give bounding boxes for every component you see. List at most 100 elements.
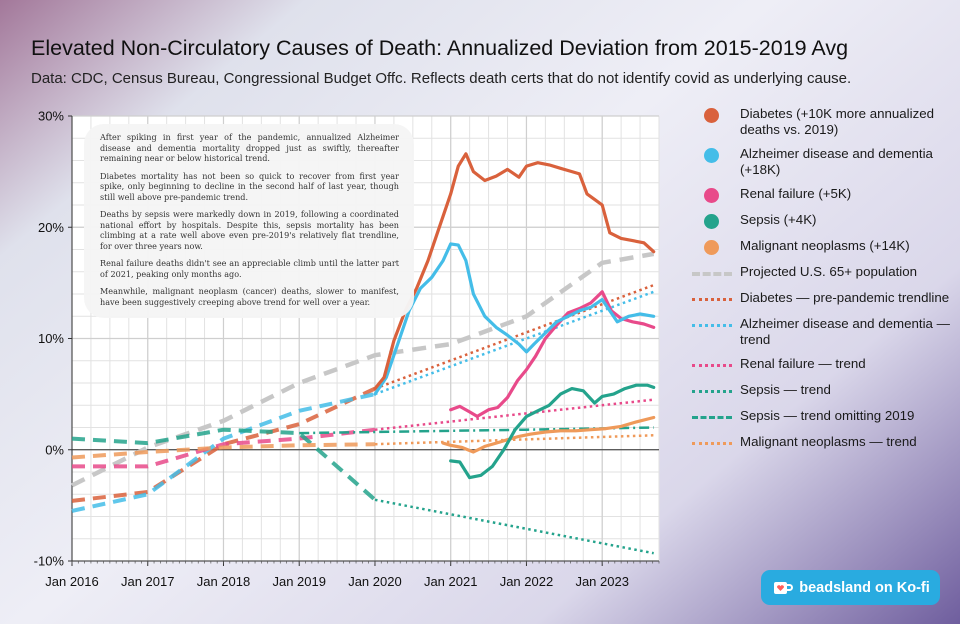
series-historical-line [72,427,376,469]
legend-label: Sepsis — trend omitting 2019 [740,408,915,423]
legend-swatch [684,186,740,204]
legend-marker [704,108,719,123]
series-historical-line [71,442,376,460]
series-5 [70,251,655,488]
series-8 [72,398,654,469]
legend-swatch [684,264,740,282]
x-tick-label: Jan 2019 [272,574,326,589]
legend-marker [692,364,732,367]
series-4 [441,415,656,454]
x-tick-label: Jan 2018 [197,574,251,589]
series-line [441,415,656,454]
legend-label: Sepsis (+4K) [740,212,817,227]
series-11 [71,434,654,460]
x-tick-label: Jan 2021 [424,574,478,589]
annotation-paragraph: Diabetes mortality has not been so quick… [100,170,399,202]
series-historical-line [71,392,376,513]
series-trend-line [374,398,654,431]
legend-label: Renal failure — trend [740,356,866,371]
legend-marker [704,214,719,229]
series-historical-line [71,386,376,503]
legend-label: Projected U.S. 65+ population [740,264,918,279]
y-tick-label: 20% [38,220,64,235]
coffee-cup-heart-icon [774,581,794,594]
chart-title: Elevated Non-Circulatory Causes of Death… [31,36,849,60]
series-2 [449,290,656,418]
legend-swatch [684,356,740,374]
legend-swatch [684,290,740,308]
legend-marker [704,148,719,163]
legend-item: Malignant neoplasms (+14K) [684,238,956,256]
legend-swatch [684,382,740,400]
series-line [449,290,656,418]
series-trend-line [374,434,654,446]
series-line [299,426,654,435]
annotation-paragraph: Deaths by sepsis were markedly down in 2… [100,209,399,251]
y-tick-label: 10% [38,331,64,346]
x-tick-label: Jan 2020 [348,574,402,589]
series-3 [449,383,656,480]
legend-item: Sepsis — trend [684,382,956,400]
series-10 [299,426,654,435]
legend-swatch [684,146,740,164]
legend-item: Sepsis — trend omitting 2019 [684,408,956,426]
series-group [70,152,656,555]
legend-label: Diabetes (+10K more annualized deaths vs… [740,106,935,137]
series-historical-line [71,427,377,502]
legend-marker [692,416,732,419]
legend-item: Diabetes — pre-pandemic trendline [684,290,956,308]
legend-item: Sepsis (+4K) [684,212,956,230]
legend-item: Projected U.S. 65+ population [684,264,956,282]
legend-swatch [684,408,740,426]
legend-swatch [684,106,740,124]
y-tick-label: 30% [38,109,64,124]
series-1 [373,242,656,396]
legend-item: Renal failure — trend [684,356,956,374]
series-line [449,383,656,480]
legend-marker [704,188,719,203]
legend-label: Sepsis — trend [740,382,831,397]
legend-marker [692,390,732,393]
axes: 30% 20% 10% 0% -10% Jan 2016 Jan 2017 Jan 2018 J… [34,109,660,589]
annotation-paragraph: Renal failure deaths didn't see an appre… [100,258,399,279]
legend-label: Alzheimer disease and dementia — trend [740,316,950,347]
legend-label: Diabetes — pre-pandemic trendline [740,290,950,305]
legend-item: Alzheimer disease and dementia (+18K) [684,146,956,178]
series-0 [373,152,656,391]
series-trend-line [374,498,654,555]
legend-item: Alzheimer disease and dementia — trend [684,316,956,348]
legend-swatch [684,238,740,256]
chart-subtitle: Data: CDC, Census Bureau, Congressional … [31,70,852,87]
legend-marker [692,298,732,301]
legend-marker [692,442,732,445]
kofi-label: beadsland on Ko-fi [799,579,930,596]
legend: Diabetes (+10K more annualized deaths vs… [684,106,956,460]
x-tick-label: Jan 2017 [121,574,175,589]
x-tick-label: Jan 2023 [575,574,629,589]
legend-marker [692,324,732,327]
legend-label: Renal failure (+5K) [740,186,852,201]
legend-marker [692,272,732,276]
x-tick-label: Jan 2016 [45,574,99,589]
legend-item: Malignant neoplasms — trend [684,434,956,452]
y-tick-label: 0% [45,442,64,457]
legend-label: Malignant neoplasms — trend [740,434,917,449]
annotation-paragraph: After spiking in first year of the pande… [100,132,399,164]
legend-item: Renal failure (+5K) [684,186,956,204]
series-9 [71,427,654,555]
annotation-paragraph: Meanwhile, malignant neoplasm (cancer) d… [100,286,399,307]
series-line [70,251,655,488]
legend-marker [704,240,719,255]
legend-swatch [684,434,740,452]
x-tick-label: Jan 2022 [500,574,554,589]
legend-label: Alzheimer disease and dementia (+18K) [740,146,933,177]
series-line [373,242,656,396]
series-line [373,152,656,391]
annotation-box: After spiking in first year of the pande… [84,124,414,318]
legend-label: Malignant neoplasms (+14K) [740,238,910,253]
legend-swatch [684,316,740,334]
y-tick-label: -10% [34,554,65,569]
legend-swatch [684,212,740,230]
legend-item: Diabetes (+10K more annualized deaths vs… [684,106,956,138]
kofi-button[interactable]: beadsland on Ko-fi [761,570,940,605]
